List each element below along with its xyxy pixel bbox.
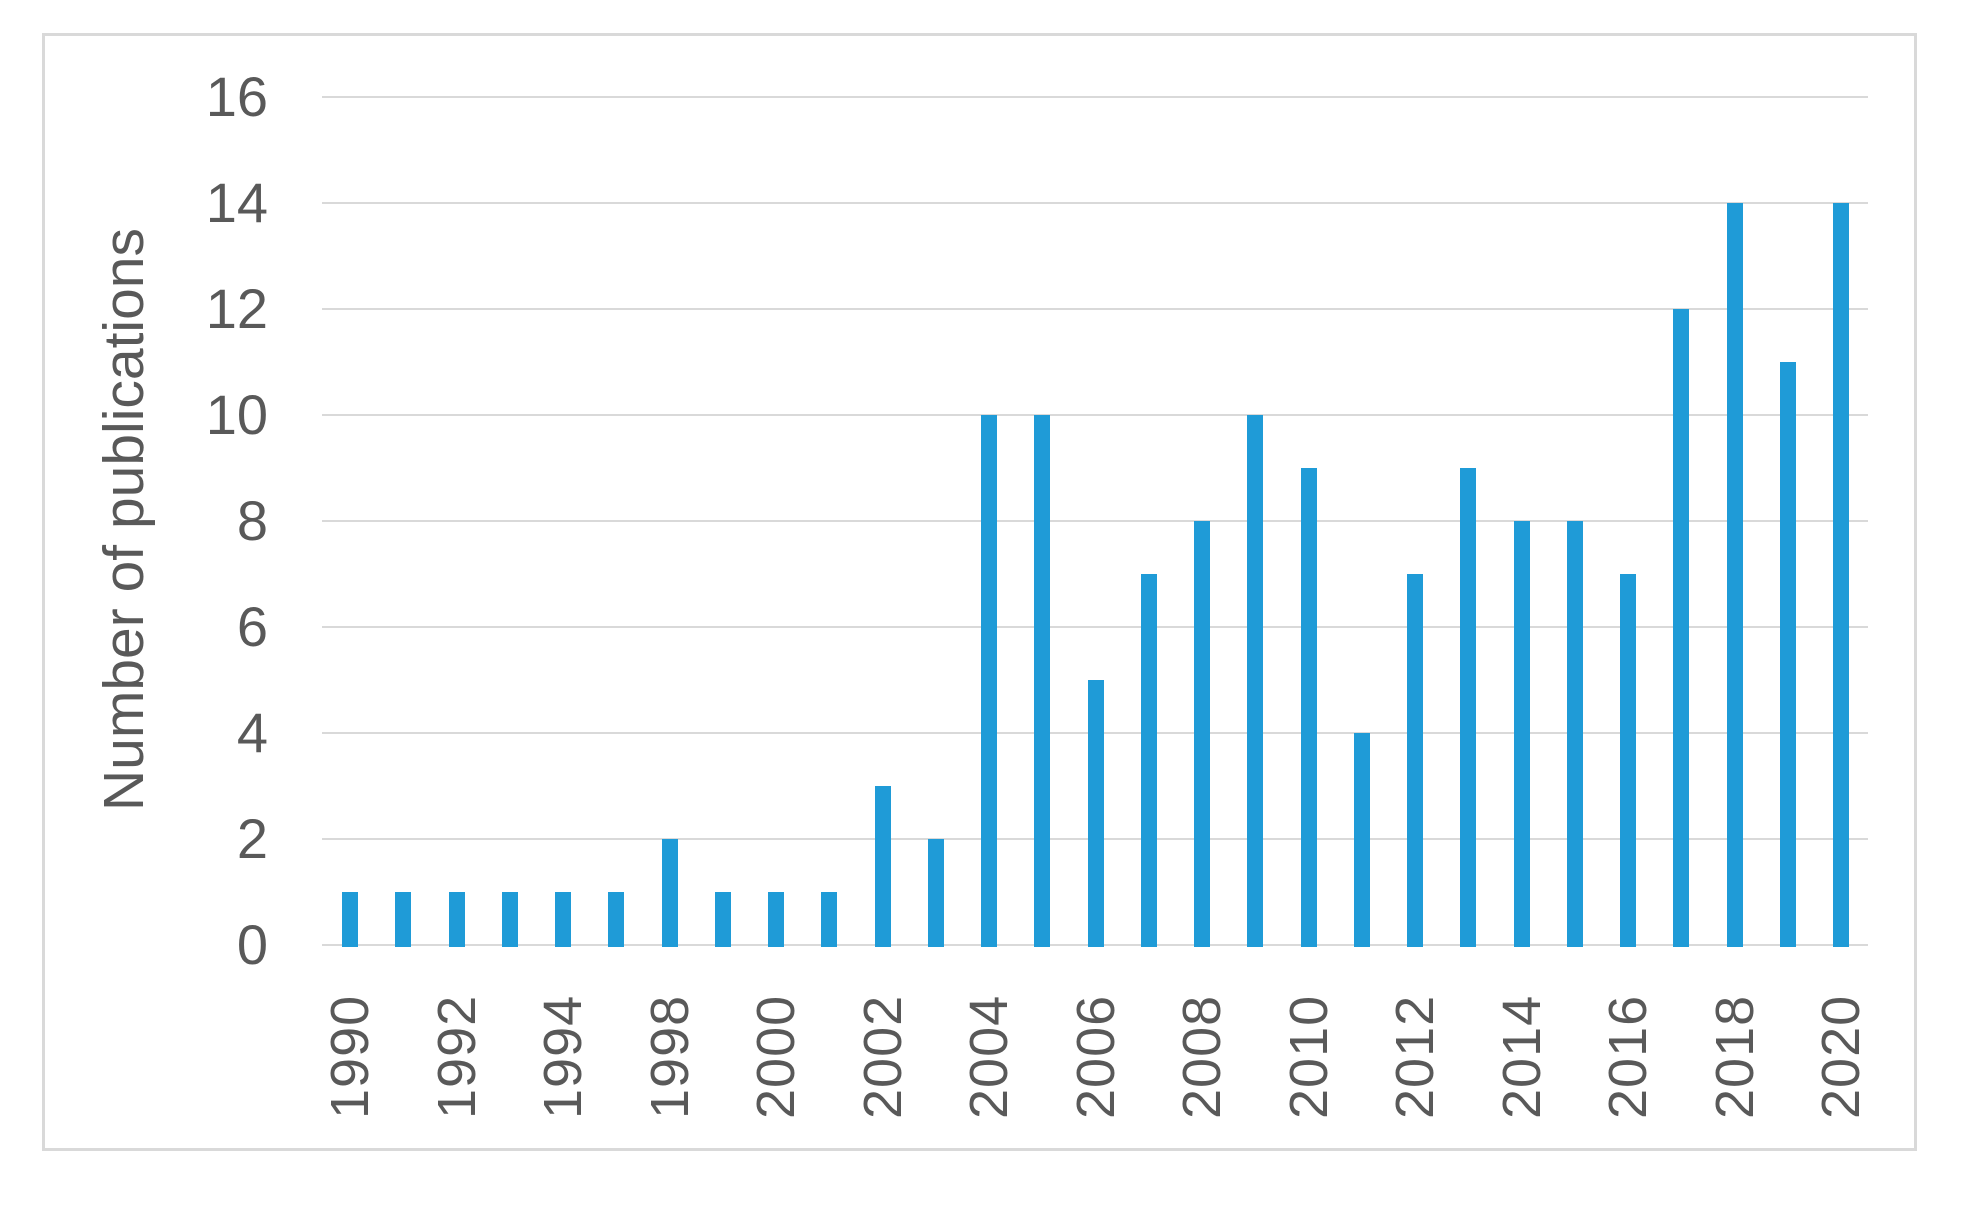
bar-2004 xyxy=(981,415,997,947)
y-tick-label-14: 14 xyxy=(205,171,268,234)
x-tick-label-1992: 1992 xyxy=(427,994,487,1120)
bar-2015 xyxy=(1567,521,1583,947)
y-tick-label-6: 6 xyxy=(236,595,268,658)
bar-2007 xyxy=(1141,574,1157,947)
bar-2012 xyxy=(1407,574,1423,947)
bar-2016 xyxy=(1620,574,1636,947)
chart-frame xyxy=(42,33,1917,1151)
x-tick-label-2004: 2004 xyxy=(959,994,1019,1120)
bar-1990 xyxy=(342,892,358,947)
x-tick-label-2000: 2000 xyxy=(746,994,806,1120)
x-tick-label-2010: 2010 xyxy=(1279,994,1339,1120)
y-tick-label-8: 8 xyxy=(236,489,268,552)
x-tick-label-1990: 1990 xyxy=(320,994,380,1120)
bar-1992 xyxy=(449,892,465,947)
bar-2000 xyxy=(768,892,784,947)
x-tick-label-2012: 2012 xyxy=(1385,994,1445,1120)
bar-1998 xyxy=(662,839,678,947)
bar-2008 xyxy=(1194,521,1210,947)
x-tick-label-2018: 2018 xyxy=(1705,994,1765,1120)
bar-2001 xyxy=(821,892,837,947)
y-tick-label-2: 2 xyxy=(236,807,268,870)
x-tick-label-2006: 2006 xyxy=(1066,994,1126,1120)
bar-2017 xyxy=(1673,309,1689,947)
gridline-y-16 xyxy=(322,96,1868,98)
y-tick-label-16: 16 xyxy=(205,65,268,128)
bar-1994 xyxy=(555,892,571,947)
x-tick-label-2016: 2016 xyxy=(1598,994,1658,1120)
bar-1991 xyxy=(395,892,411,947)
bar-1995 xyxy=(608,892,624,947)
gridline-y-12 xyxy=(322,308,1868,310)
bar-2014 xyxy=(1514,521,1530,947)
bar-2020 xyxy=(1833,203,1849,947)
y-tick-label-4: 4 xyxy=(236,701,268,764)
x-tick-label-2020: 2020 xyxy=(1811,994,1871,1120)
bar-2011 xyxy=(1354,733,1370,947)
gridline-y-14 xyxy=(322,202,1868,204)
y-tick-label-10: 10 xyxy=(205,383,268,446)
bar-2006 xyxy=(1088,680,1104,947)
x-tick-label-2002: 2002 xyxy=(853,994,913,1120)
gridline-y-6 xyxy=(322,626,1868,628)
bar-2009 xyxy=(1247,415,1263,947)
y-tick-label-0: 0 xyxy=(236,913,268,976)
gridline-y-10 xyxy=(322,414,1868,416)
x-tick-label-2008: 2008 xyxy=(1172,994,1232,1120)
bar-1993 xyxy=(502,892,518,947)
bar-2010 xyxy=(1301,468,1317,947)
y-tick-label-12: 12 xyxy=(205,277,268,340)
bar-2002 xyxy=(875,786,891,947)
bar-2019 xyxy=(1780,362,1796,947)
gridline-y-8 xyxy=(322,520,1868,522)
x-tick-label-1994: 1994 xyxy=(533,994,593,1120)
x-tick-label-1998: 1998 xyxy=(640,994,700,1120)
x-tick-label-2014: 2014 xyxy=(1492,994,1552,1120)
bar-2013 xyxy=(1460,468,1476,947)
bar-2018 xyxy=(1727,203,1743,947)
bar-2005 xyxy=(1034,415,1050,947)
bar-1999 xyxy=(715,892,731,947)
bar-2003 xyxy=(928,839,944,947)
